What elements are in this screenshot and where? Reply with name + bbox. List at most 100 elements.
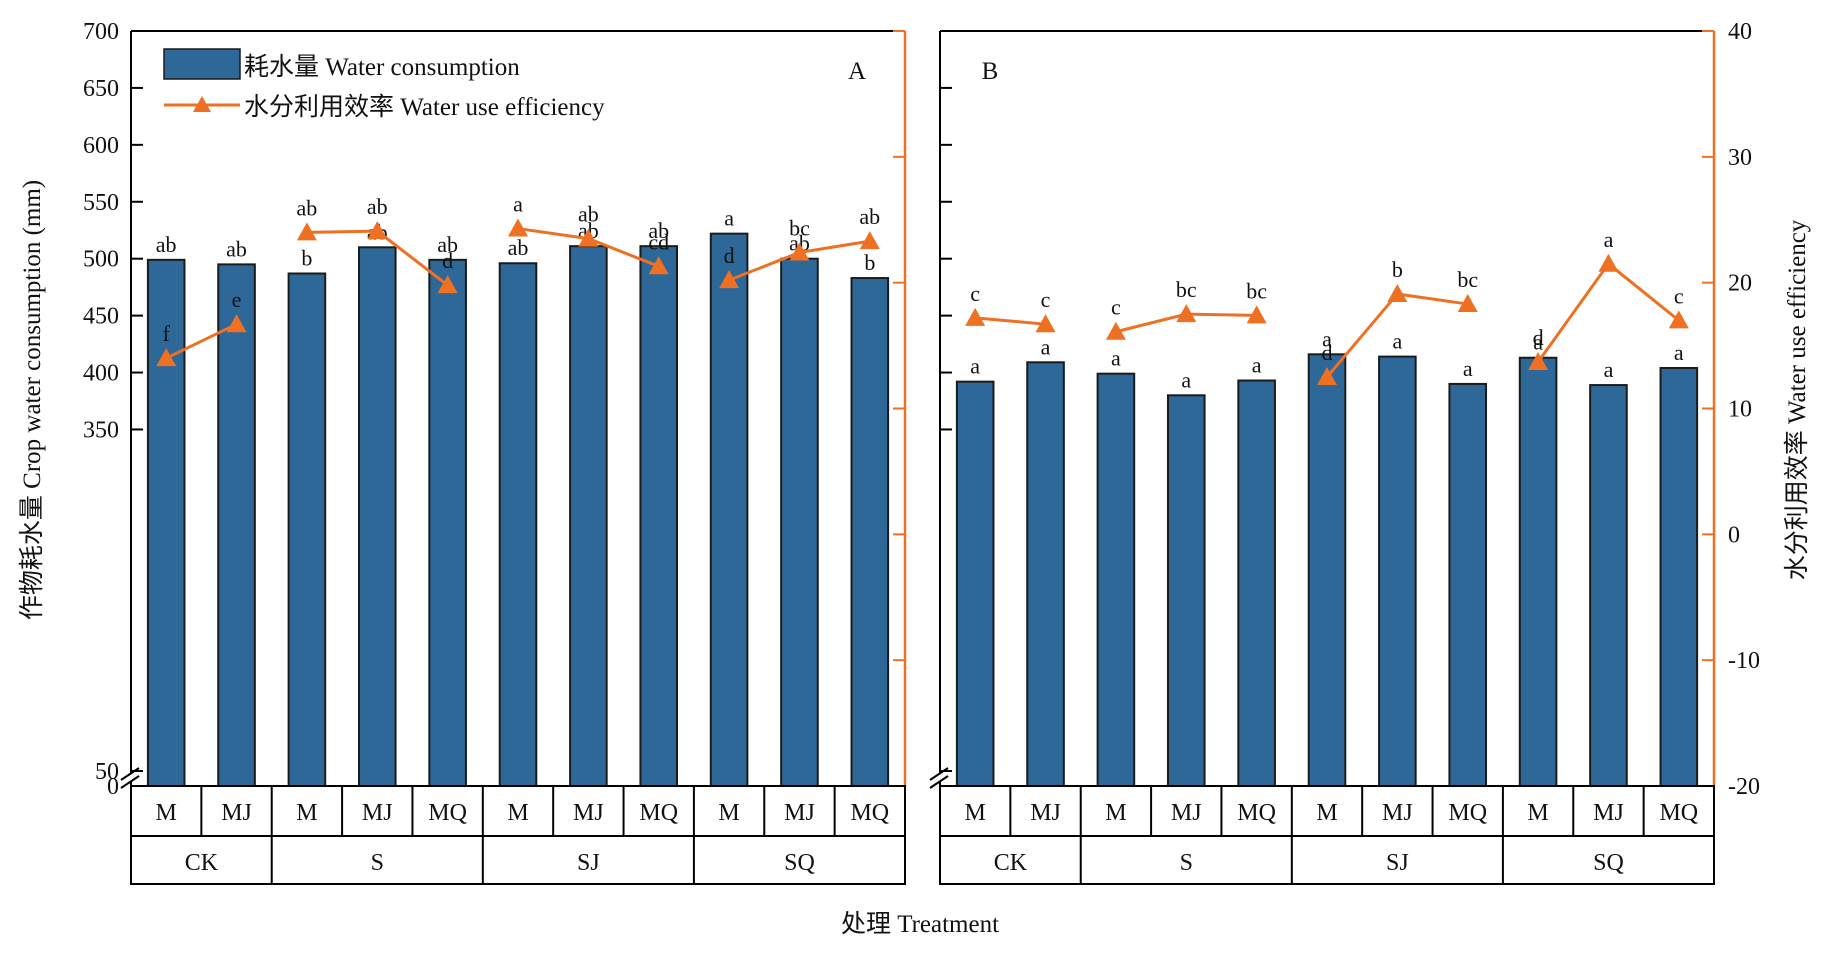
wue-point-5 bbox=[1317, 367, 1337, 386]
y-axis-left-label: 作物耗水量 Crop water consumption (mm) bbox=[18, 180, 46, 620]
category-label-5: M bbox=[507, 800, 528, 826]
bar-a-10 bbox=[850, 277, 890, 787]
category-label-1: MJ bbox=[1030, 800, 1061, 826]
wue-label-8: d bbox=[1533, 325, 1544, 350]
wue-point-4 bbox=[437, 275, 458, 294]
wue-line-segment-3 bbox=[1536, 261, 1680, 363]
legend-bar-label: 耗水量 Water consumption bbox=[244, 53, 520, 81]
wue-point-8 bbox=[719, 270, 740, 289]
legend-bar-swatch bbox=[163, 48, 241, 80]
bar-a-2 bbox=[287, 272, 327, 787]
right-tick-label-10: 10 bbox=[1728, 397, 1752, 423]
group-label-2: SJ bbox=[577, 850, 600, 876]
category-label-4: MQ bbox=[428, 800, 467, 826]
axis-break-mark-2 bbox=[929, 775, 949, 789]
bar-label-10: a bbox=[1674, 340, 1684, 365]
bar-b-3 bbox=[1166, 394, 1206, 787]
wue-label-7: bc bbox=[1457, 267, 1478, 292]
wue-label-5: d bbox=[1322, 340, 1333, 365]
bar-label-0: a bbox=[970, 354, 980, 379]
wue-label-5: a bbox=[513, 192, 523, 217]
wue-point-4 bbox=[1246, 305, 1267, 324]
bar-label-2: b bbox=[301, 245, 312, 270]
wue-point-9 bbox=[789, 242, 810, 261]
bar-a-9 bbox=[780, 257, 819, 787]
group-label-3: SQ bbox=[784, 850, 815, 876]
wue-point-3 bbox=[367, 221, 388, 240]
category-label-5: M bbox=[1316, 800, 1337, 826]
category-label-6: MJ bbox=[1382, 800, 1413, 826]
y-axis-right-label: 水分利用效率 Water use efficiency bbox=[1783, 219, 1811, 580]
category-label-9: MJ bbox=[1593, 800, 1624, 826]
category-label-0: M bbox=[156, 800, 177, 826]
wue-line-segment-0 bbox=[165, 322, 238, 360]
bar-b-8 bbox=[1518, 356, 1558, 787]
left-tick-label-500: 500 bbox=[83, 247, 119, 273]
panel-label: B bbox=[982, 58, 999, 85]
bar-b-2 bbox=[1096, 372, 1136, 787]
wue-point-5 bbox=[508, 218, 528, 237]
bar-label-1: ab bbox=[226, 236, 247, 261]
group-label-0: CK bbox=[185, 850, 219, 876]
category-label-8: M bbox=[718, 800, 739, 826]
bar-a-7 bbox=[639, 245, 679, 787]
legend-line-label: 水分利用效率 Water use efficiency bbox=[244, 93, 605, 121]
category-label-7: MQ bbox=[1448, 800, 1487, 826]
legend-line-marker bbox=[193, 96, 211, 112]
bar-label-3: a bbox=[1181, 367, 1191, 392]
bar-label-1: a bbox=[1041, 334, 1051, 359]
wue-label-3: ab bbox=[367, 194, 388, 219]
wue-label-9: bc bbox=[789, 215, 810, 240]
wue-label-2: c bbox=[1111, 295, 1121, 320]
category-label-2: M bbox=[296, 800, 317, 826]
wue-label-0: f bbox=[163, 321, 171, 346]
axis-break-mark-2 bbox=[120, 775, 140, 789]
wue-point-0 bbox=[156, 348, 177, 367]
left-tick-label-400: 400 bbox=[83, 361, 119, 387]
category-label-3: MJ bbox=[1171, 800, 1202, 826]
right-tick-label--10: -10 bbox=[1728, 648, 1760, 674]
bar-label-5: ab bbox=[508, 235, 529, 260]
category-label-1: MJ bbox=[221, 800, 252, 826]
wue-label-10: c bbox=[1674, 283, 1684, 308]
x-axis-label: 处理 Treatment bbox=[841, 910, 999, 938]
bar-label-8: a bbox=[1533, 330, 1543, 355]
wue-point-10 bbox=[1668, 310, 1689, 329]
wue-label-8: d bbox=[724, 243, 735, 268]
wue-label-0: c bbox=[970, 281, 980, 306]
bar-label-2: a bbox=[1111, 346, 1121, 371]
wue-point-0 bbox=[965, 307, 986, 326]
category-label-8: M bbox=[1527, 800, 1548, 826]
wue-label-6: b bbox=[1392, 257, 1403, 282]
category-label-4: MQ bbox=[1237, 800, 1276, 826]
category-label-10: MQ bbox=[850, 800, 889, 826]
bar-b-10 bbox=[1659, 366, 1699, 787]
bar-b-4 bbox=[1237, 379, 1276, 787]
wue-label-3: bc bbox=[1176, 277, 1197, 302]
group-label-2: SJ bbox=[1386, 850, 1409, 876]
right-tick-label-0: 0 bbox=[1728, 522, 1740, 548]
bar-a-8 bbox=[709, 232, 749, 787]
wue-point-1 bbox=[1035, 314, 1056, 333]
bar-label-5: a bbox=[1322, 326, 1332, 351]
bar-a-0 bbox=[146, 258, 186, 788]
wue-point-2 bbox=[1105, 321, 1126, 340]
wue-point-7 bbox=[648, 256, 669, 275]
bar-a-6 bbox=[569, 245, 608, 787]
category-label-10: MQ bbox=[1659, 800, 1698, 826]
wue-point-9 bbox=[1598, 253, 1619, 272]
wue-line-segment-0 bbox=[975, 316, 1046, 326]
left-tick-label-50: 50 bbox=[95, 759, 119, 785]
wue-point-6 bbox=[578, 228, 599, 247]
bar-label-7: a bbox=[1463, 356, 1473, 381]
wue-label-2: ab bbox=[297, 195, 318, 220]
bar-b-1 bbox=[1026, 361, 1065, 787]
wue-point-6 bbox=[1387, 283, 1408, 302]
left-tick-label-550: 550 bbox=[83, 190, 119, 216]
right-tick-label-30: 30 bbox=[1728, 145, 1752, 171]
wue-label-9: a bbox=[1604, 227, 1614, 252]
bar-b-0 bbox=[955, 380, 995, 787]
left-tick-label-0: 0 bbox=[107, 774, 119, 800]
bar-b-6 bbox=[1378, 355, 1417, 787]
